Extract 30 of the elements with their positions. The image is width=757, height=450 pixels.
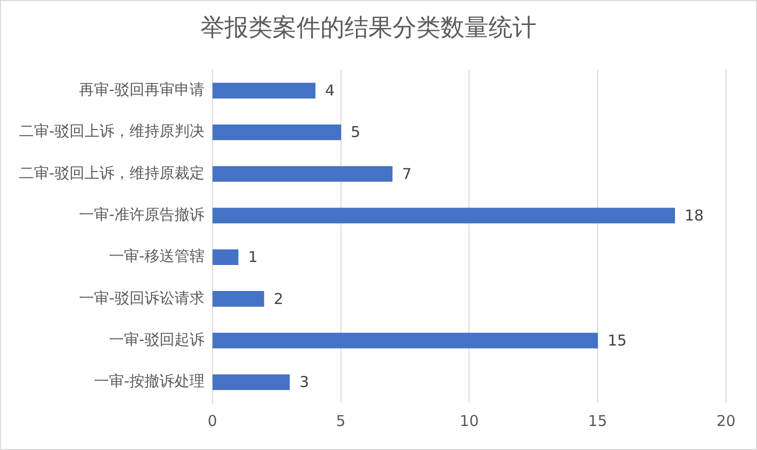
y-tick-label: 二审-驳回上诉，维持原裁定: [18, 164, 204, 182]
x-tick-label: 0: [208, 412, 218, 430]
y-tick-label: 一审-驳回诉讼请求: [78, 288, 204, 307]
data-label: 15: [608, 331, 627, 350]
y-tick-label: 一审-驳回起诉: [108, 330, 204, 348]
data-label: 4: [325, 82, 335, 100]
x-tick-label: 20: [716, 412, 736, 430]
y-tick-label: 再审-驳回再审申请: [78, 80, 204, 99]
bar: [212, 249, 238, 266]
data-label: 5: [350, 123, 360, 142]
data-label: 18: [684, 206, 704, 224]
data-label: 7: [402, 164, 412, 183]
bar: [212, 291, 264, 307]
bar: [212, 124, 342, 140]
x-tick-label: 10: [460, 412, 479, 430]
bar: [212, 208, 675, 224]
y-tick-label: 一审-移送管辖: [108, 247, 204, 266]
chart-title: 举报类案件的结果分类数量统计: [200, 14, 536, 42]
data-label: 3: [299, 373, 309, 392]
data-label: 1: [248, 248, 258, 266]
bar: [212, 82, 316, 98]
bar: [212, 374, 290, 390]
x-tick-label: 15: [588, 412, 608, 430]
data-label: 2: [274, 290, 284, 308]
y-tick-label: 一审-按撤诉处理: [94, 372, 204, 390]
bar: [212, 166, 392, 182]
y-tick-label: 二审-驳回上诉，维持原判决: [18, 122, 204, 140]
y-tick-label: 一审-准许原告撤诉: [78, 205, 204, 224]
bar: [212, 332, 598, 348]
x-tick-label: 5: [336, 412, 346, 430]
